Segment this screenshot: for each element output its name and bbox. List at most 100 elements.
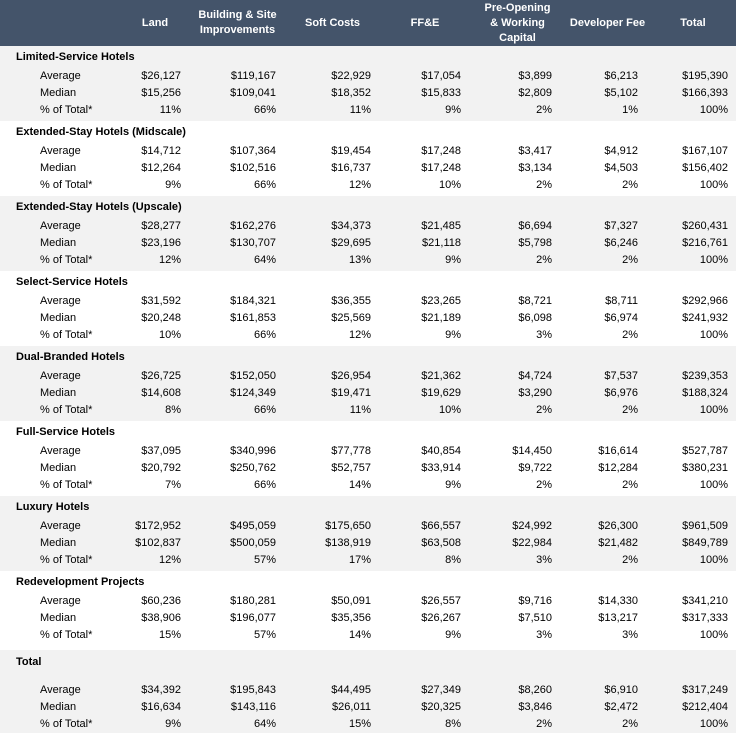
value-cell: 9% <box>445 329 461 341</box>
row-label: % of Total* <box>40 104 93 116</box>
value-cell: $44,495 <box>331 684 371 696</box>
value-cell: $195,843 <box>230 684 276 696</box>
value-cell: $17,248 <box>421 145 461 157</box>
group-title: Total <box>16 656 42 668</box>
value-cell: 15% <box>348 718 371 730</box>
hotel-group: Total Average $34,392 $195,843 $44,495 $27,34… <box>0 650 736 733</box>
row-label: % of Total* <box>40 179 93 191</box>
column-header: Total <box>650 16 736 31</box>
value-cell: $138,919 <box>325 537 371 549</box>
separator <box>0 646 736 650</box>
value-cell: 100% <box>699 718 728 730</box>
value-cell: $23,196 <box>141 237 181 249</box>
value-cell: 3% <box>536 629 552 641</box>
value-cell: 9% <box>445 104 461 116</box>
value-cell: $260,431 <box>682 220 728 232</box>
data-row: Average $28,277 $162,276 $34,373 $21,485 $6,6… <box>0 218 736 235</box>
data-row: Average $14,712 $107,364 $19,454 $17,248 $3,4… <box>0 143 736 160</box>
value-cell: $180,281 <box>230 595 276 607</box>
value-cell: $130,707 <box>230 237 276 249</box>
value-cell: $8,721 <box>518 295 552 307</box>
value-cell: $19,471 <box>331 387 371 399</box>
row-label: Median <box>40 462 77 474</box>
value-cell: $152,050 <box>230 370 276 382</box>
value-cell: 10% <box>158 329 181 341</box>
value-cell: $26,011 <box>332 701 371 713</box>
value-cell: $102,516 <box>230 162 276 174</box>
value-cell: 64% <box>253 718 276 730</box>
value-cell: 2% <box>536 404 552 416</box>
value-cell: $216,761 <box>682 237 728 249</box>
value-cell: $175,650 <box>325 520 371 532</box>
row-label: Average <box>40 445 81 457</box>
data-row: Average $37,095 $340,996 $77,778 $40,854 $14,… <box>0 443 736 460</box>
value-cell: $6,974 <box>604 312 638 324</box>
row-label: Median <box>40 312 77 324</box>
value-cell: 2% <box>536 104 552 116</box>
data-row: Median $12,264 $102,516 $16,737 $17,248 $3,13… <box>0 160 736 177</box>
data-row: Median $20,248 $161,853 $25,569 $21,189 $6,09… <box>0 310 736 327</box>
column-header-text: FF&E <box>410 16 440 29</box>
value-cell: $14,330 <box>598 595 638 607</box>
row-label: % of Total* <box>40 404 93 416</box>
row-label: Median <box>40 162 77 174</box>
hotel-group: Limited-Service Hotels Average $26,127 $119… <box>0 46 736 121</box>
value-cell: $33,914 <box>421 462 461 474</box>
data-row: % of Total* 8% 66% 11% 10% 2% 2% 100% <box>0 402 736 419</box>
value-cell: $16,737 <box>331 162 371 174</box>
value-cell: $961,509 <box>682 520 728 532</box>
group-title: Limited-Service Hotels <box>16 51 135 63</box>
value-cell: 2% <box>536 179 552 191</box>
row-label: % of Total* <box>40 718 93 730</box>
row-label: % of Total* <box>40 254 93 266</box>
value-cell: $119,167 <box>230 70 276 82</box>
value-cell: 100% <box>699 554 728 566</box>
value-cell: $500,059 <box>230 537 276 549</box>
value-cell: $77,778 <box>331 445 371 457</box>
column-header: Building & Site Improvements <box>190 8 285 38</box>
group-title: Dual-Branded Hotels <box>16 351 125 363</box>
value-cell: $5,798 <box>518 237 552 249</box>
value-cell: 2% <box>536 718 552 730</box>
value-cell: 100% <box>699 329 728 341</box>
column-header-text: Building & Site Improvements <box>198 9 277 36</box>
data-row: % of Total* 12% 64% 13% 9% 2% 2% 100% <box>0 252 736 269</box>
value-cell: $26,954 <box>331 370 371 382</box>
value-cell: $166,393 <box>682 87 728 99</box>
column-header-text: Pre-Opening & Working Capital <box>484 1 551 44</box>
value-cell: 2% <box>622 554 638 566</box>
value-cell: $26,557 <box>421 595 461 607</box>
value-cell: $3,846 <box>518 701 552 713</box>
value-cell: $292,966 <box>682 295 728 307</box>
value-cell: $7,510 <box>518 612 552 624</box>
value-cell: $6,694 <box>518 220 552 232</box>
data-row: Median $14,608 $124,349 $19,471 $19,629 $3,29… <box>0 385 736 402</box>
data-row: Average $26,725 $152,050 $26,954 $21,362 $4,7… <box>0 368 736 385</box>
value-cell: $36,355 <box>331 295 371 307</box>
value-cell: $29,695 <box>331 237 371 249</box>
value-cell: $6,910 <box>604 684 638 696</box>
value-cell: $15,833 <box>421 87 461 99</box>
group-title: Redevelopment Projects <box>16 576 145 588</box>
value-cell: $317,249 <box>682 684 728 696</box>
group-title: Select-Service Hotels <box>16 276 128 288</box>
value-cell: $19,454 <box>331 145 371 157</box>
value-cell: $12,284 <box>598 462 638 474</box>
value-cell: $4,503 <box>604 162 638 174</box>
data-row: % of Total* 9% 66% 12% 10% 2% 2% 100% <box>0 177 736 194</box>
value-cell: 8% <box>445 554 461 566</box>
value-cell: $9,716 <box>518 595 552 607</box>
data-row: Median $20,792 $250,762 $52,757 $33,914 $9,72… <box>0 460 736 477</box>
value-cell: $2,809 <box>518 87 552 99</box>
hotel-group: Full-Service Hotels Average $37,095 $340,99… <box>0 421 736 496</box>
row-label: Average <box>40 295 81 307</box>
value-cell: $8,711 <box>605 295 638 307</box>
value-cell: 8% <box>165 404 181 416</box>
data-row: Median $38,906 $196,077 $35,356 $26,267 $7,51… <box>0 610 736 627</box>
value-cell: 66% <box>253 479 276 491</box>
value-cell: $35,356 <box>331 612 371 624</box>
value-cell: $156,402 <box>682 162 728 174</box>
value-cell: $172,952 <box>135 520 181 532</box>
value-cell: $195,390 <box>682 70 728 82</box>
value-cell: 66% <box>253 404 276 416</box>
